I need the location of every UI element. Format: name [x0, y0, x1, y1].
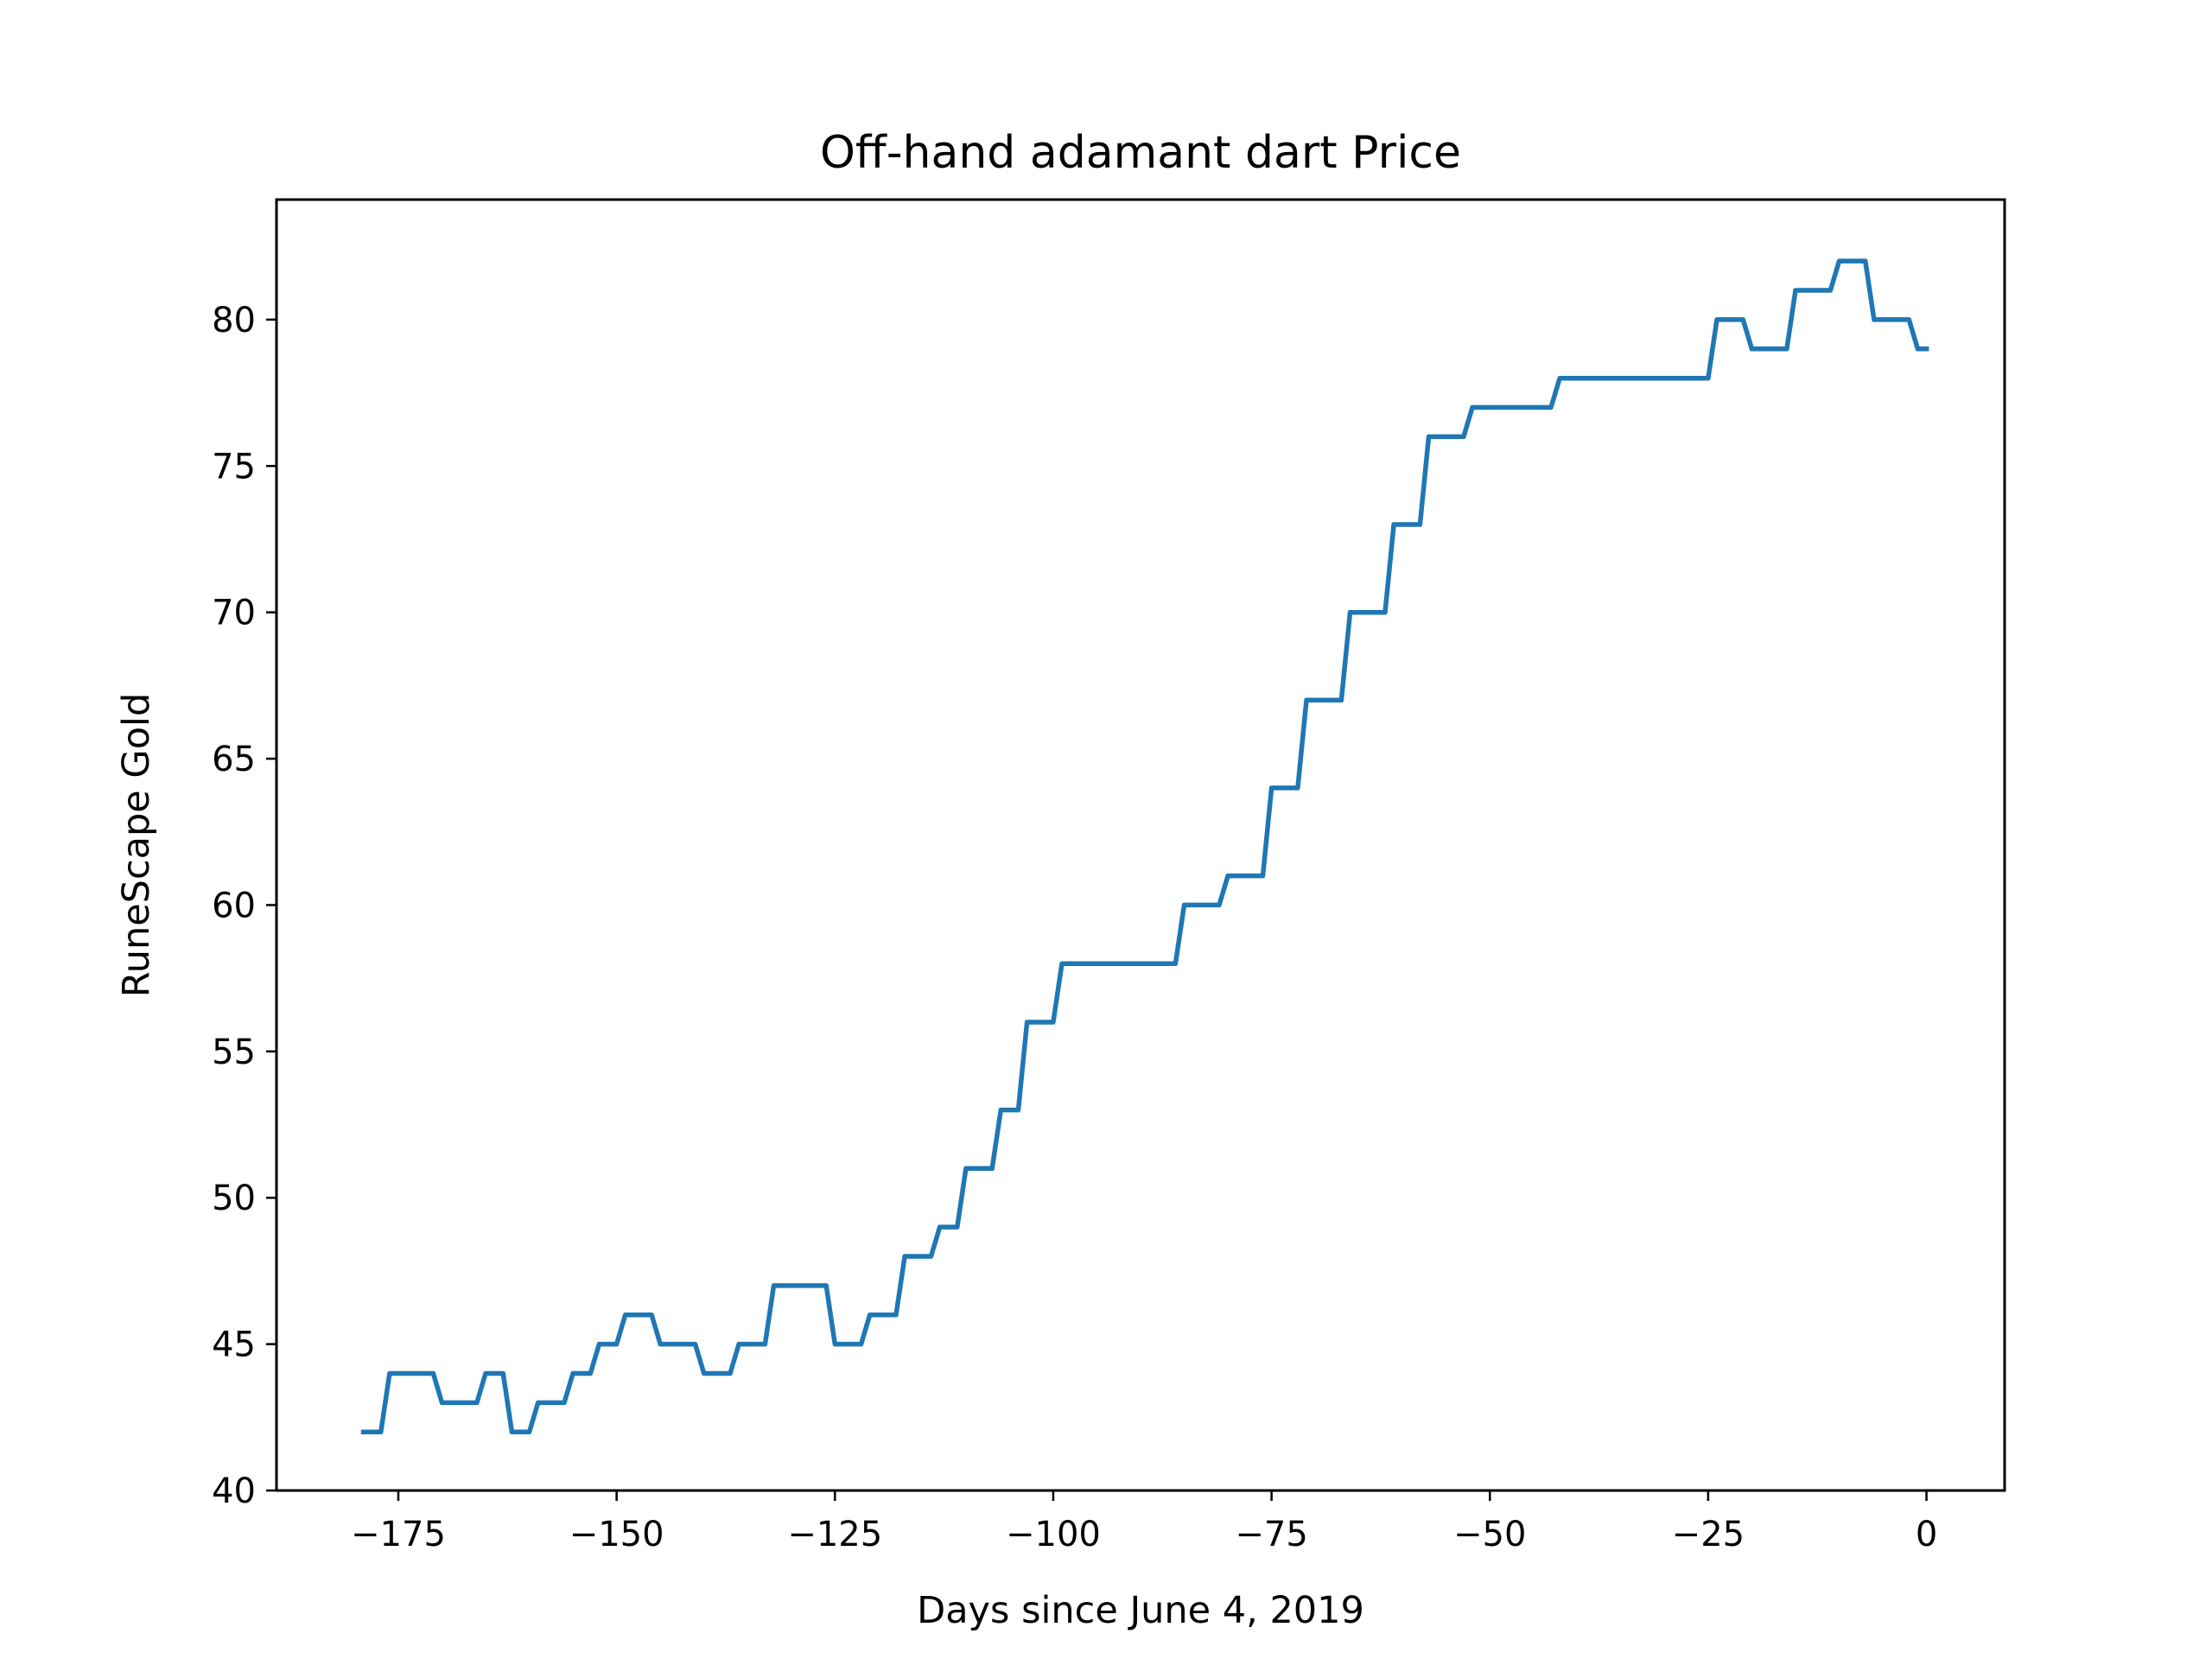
x-tick-label: −75: [1235, 1515, 1307, 1554]
x-tick-label: −50: [1453, 1515, 1526, 1554]
x-tick-label: −100: [1006, 1515, 1101, 1554]
y-axis-title: RuneScape Gold: [115, 693, 158, 997]
y-tick-label: 60: [212, 886, 256, 925]
x-tick-label: −25: [1672, 1515, 1745, 1554]
series-layer: [360, 258, 1929, 1434]
chart-title: Off-hand adamant dart Price: [820, 127, 1461, 179]
axes-frame: [275, 198, 2006, 1492]
x-tick-label: 0: [1916, 1515, 1937, 1554]
x-tick-label: −175: [351, 1515, 446, 1554]
x-tick-label: −125: [787, 1515, 882, 1554]
y-tick-label: 80: [212, 301, 256, 340]
y-tick-label: 65: [212, 740, 256, 779]
y-tick-label: 75: [212, 447, 256, 486]
y-tick-label: 40: [212, 1471, 256, 1511]
x-tick-label: −150: [569, 1515, 664, 1554]
plot-area: [275, 198, 2006, 1492]
y-tick-label: 50: [212, 1179, 256, 1218]
y-tick-label: 55: [212, 1033, 256, 1072]
y-axis: 40 45 50 55 60 65 70 75 80: [212, 301, 276, 1511]
x-axis: −175 −150 −125 −100 −75 −50 −25 0: [351, 1491, 1937, 1554]
y-tick-label: 70: [212, 594, 256, 633]
x-axis-title: Days since June 4, 2019: [917, 1589, 1364, 1632]
y-tick-label: 45: [212, 1325, 256, 1365]
series-line-price: [360, 258, 1929, 1434]
